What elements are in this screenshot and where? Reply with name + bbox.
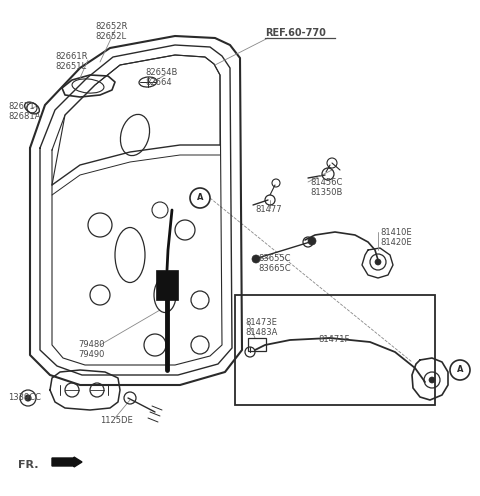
- Bar: [156, 270, 178, 300]
- Text: A: A: [457, 366, 463, 374]
- Circle shape: [308, 237, 316, 245]
- Text: 81456C
81350B: 81456C 81350B: [310, 178, 342, 197]
- Text: 83655C
83665C: 83655C 83665C: [258, 254, 290, 273]
- Text: 82671
82681A: 82671 82681A: [8, 102, 40, 122]
- Text: 79480
79490: 79480 79490: [78, 340, 105, 360]
- Bar: [248, 338, 266, 351]
- Text: 1125DE: 1125DE: [100, 416, 133, 425]
- Text: FR.: FR.: [18, 460, 38, 470]
- FancyArrow shape: [52, 457, 82, 467]
- Text: 81473E
81483A: 81473E 81483A: [245, 318, 277, 337]
- Text: 1339CC: 1339CC: [8, 393, 41, 402]
- Circle shape: [375, 259, 381, 265]
- Circle shape: [429, 377, 435, 383]
- Text: A: A: [197, 193, 203, 202]
- Text: REF.60-770: REF.60-770: [265, 28, 326, 38]
- Text: 81471F: 81471F: [318, 335, 349, 344]
- Circle shape: [25, 395, 31, 401]
- Text: 82654B
82664: 82654B 82664: [145, 68, 178, 87]
- Text: 81410E
81420E: 81410E 81420E: [380, 228, 412, 248]
- Bar: [235, 295, 435, 405]
- Text: 81477: 81477: [255, 205, 282, 214]
- Circle shape: [252, 255, 260, 263]
- Text: 82652R
82652L: 82652R 82652L: [95, 22, 127, 41]
- Text: 82661R
82651L: 82661R 82651L: [55, 52, 87, 71]
